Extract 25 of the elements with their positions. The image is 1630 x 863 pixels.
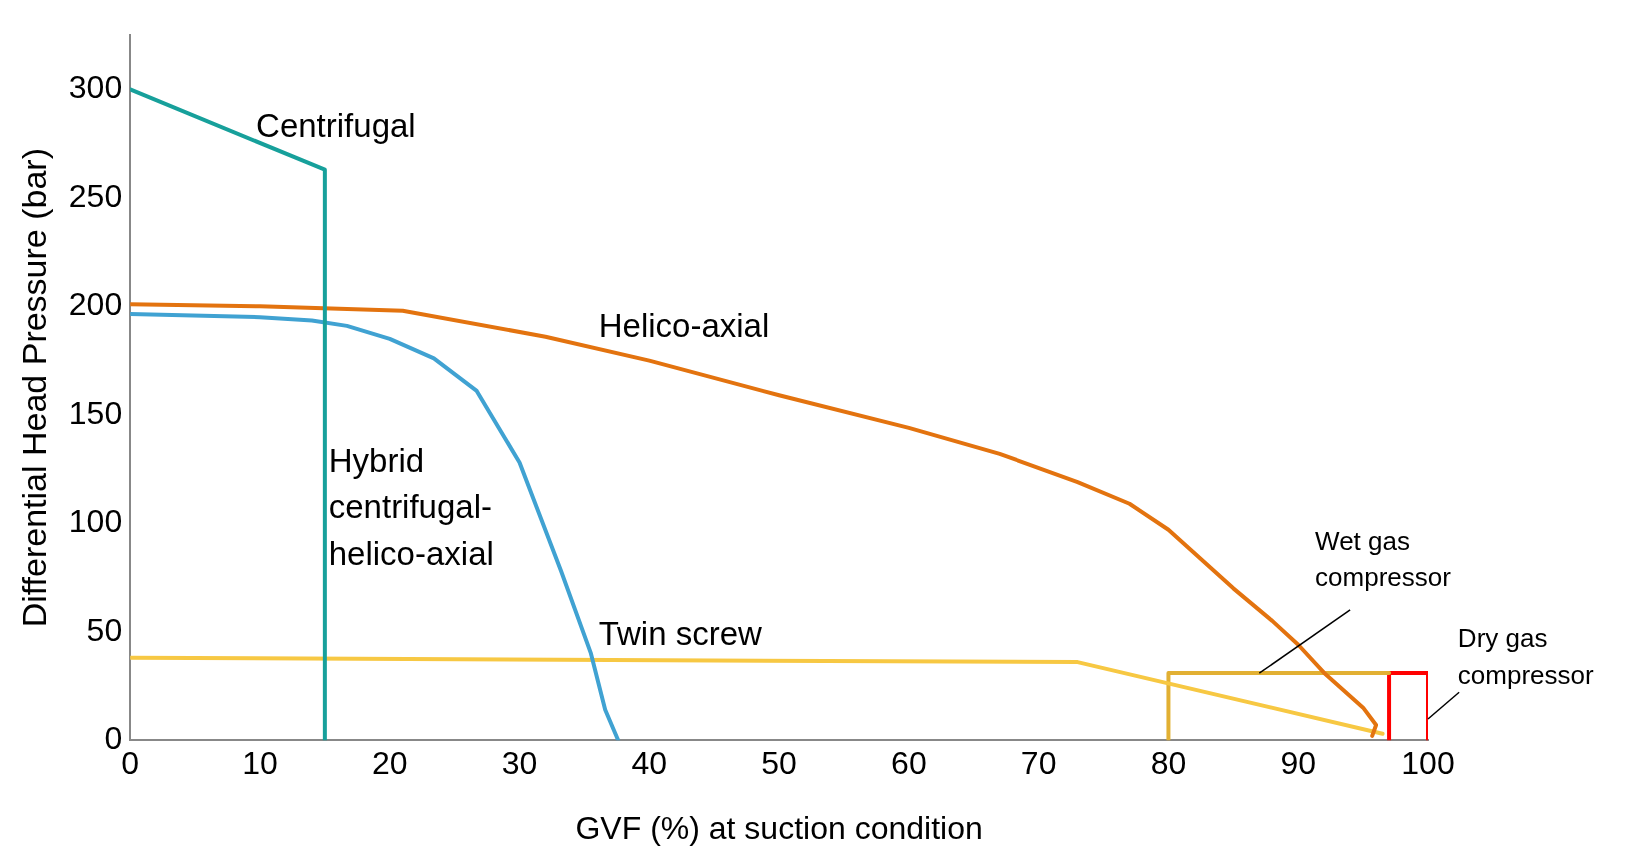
x-tick-label: 20: [371, 745, 408, 782]
y-tick-label: 250: [68, 177, 123, 214]
x-tick-label: 50: [761, 745, 797, 782]
series-label: Twin screw: [598, 614, 763, 652]
x-tick-label: 40: [631, 745, 668, 782]
x-tick-label: 60: [891, 745, 927, 782]
x-tick-label: 100: [1401, 745, 1455, 782]
x-axis-title: GVF (%) at suction condition: [575, 809, 983, 846]
series-label: Centrifugal: [256, 107, 416, 145]
y-tick-label: 150: [68, 394, 123, 431]
y-tick-label: 100: [68, 503, 123, 540]
y-tick-label: 50: [86, 611, 123, 648]
series-label: Hybrid centrifugal-helico-axial: [328, 442, 494, 572]
y-tick-label: 200: [68, 286, 123, 323]
series-label: Helico-axial: [598, 306, 770, 344]
text: Wet gas compressor: [1315, 525, 1452, 593]
y-tick-label: 300: [68, 69, 123, 106]
x-tick-label: 30: [501, 745, 538, 782]
y-tick-label: 0: [104, 720, 123, 757]
series-label: Dry gas compressor: [1457, 623, 1595, 690]
x-tick-label: 80: [1150, 745, 1187, 782]
x-tick-label: 70: [1020, 745, 1057, 782]
y-axis-title: Differential Head Pressure (bar): [14, 148, 53, 628]
x-tick-label: 10: [242, 745, 278, 782]
x-tick-label: 90: [1280, 745, 1317, 782]
